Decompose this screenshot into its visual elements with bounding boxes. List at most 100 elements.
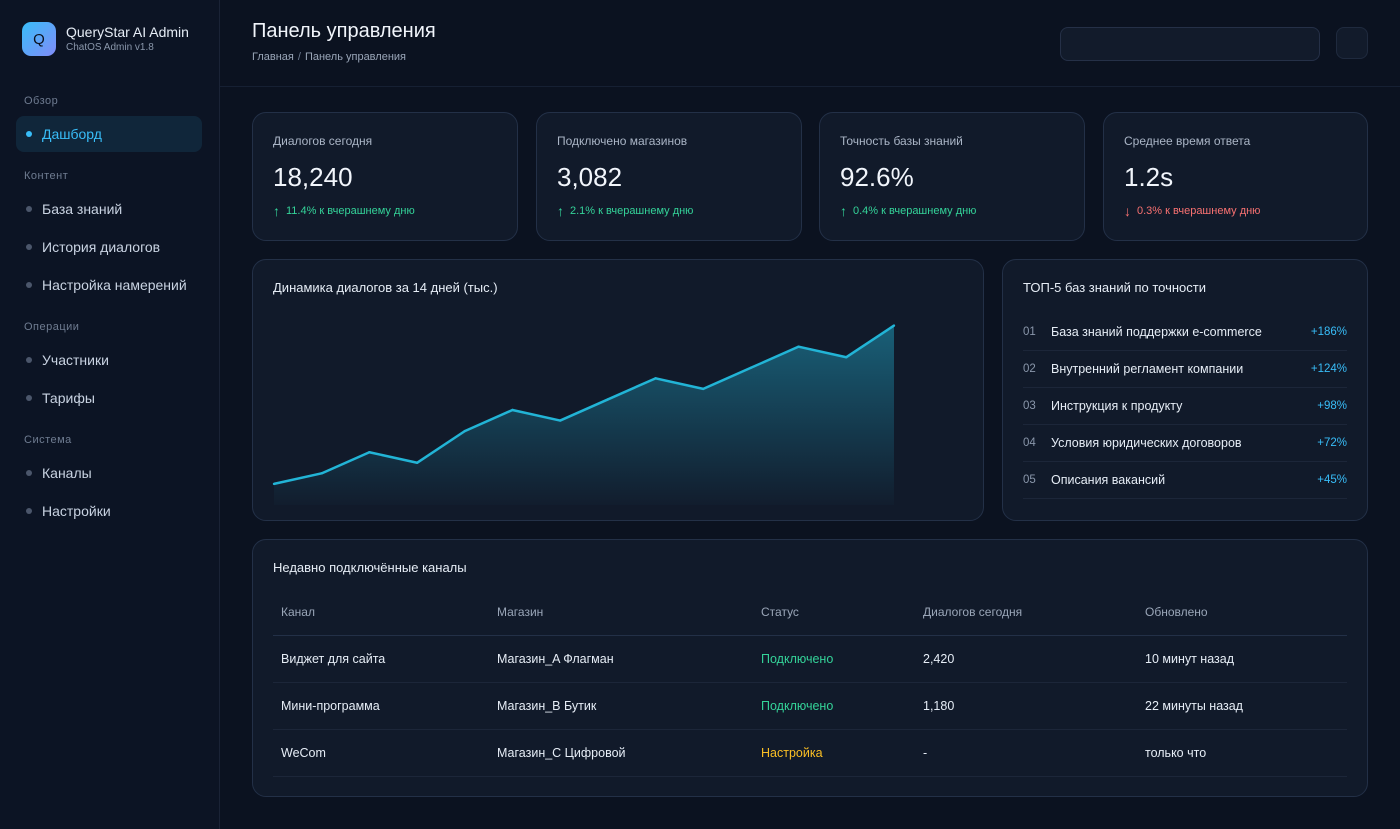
chart-series-line	[273, 324, 895, 486]
stat-value: 92.6%	[840, 162, 914, 192]
chart-point-2[interactable]	[320, 472, 323, 475]
stat-delta-text: 0.4% к вчерашнему дню	[853, 205, 977, 217]
app-subtitle: ChatOS Admin v1.8	[66, 42, 154, 53]
sidebar-item-knowledge-base[interactable]: База знаний	[16, 191, 202, 227]
sidebar-item-dialog-history[interactable]: История диалогов	[16, 229, 202, 265]
column-header[interactable]: Канал	[273, 590, 489, 636]
nav-section-operations: Операции	[24, 321, 80, 333]
sidebar-item-label: Настройка намерений	[42, 277, 187, 293]
kb-value: +98%	[1317, 400, 1347, 412]
bullet-icon	[26, 395, 32, 401]
store-cell: Магазин_A Флагман	[489, 635, 753, 683]
sidebar-item-label: База знаний	[42, 201, 123, 217]
bullet-icon	[26, 470, 32, 476]
status-badge: Настройка	[753, 729, 915, 777]
table-row[interactable]: Мини-программа Магазин_B Бутик Подключен…	[273, 682, 1347, 730]
chart-point-8[interactable]	[606, 398, 610, 401]
chart-point-10[interactable]	[702, 387, 705, 391]
stat-label: Подключено магазинов	[557, 134, 688, 148]
search-input[interactable]	[1060, 27, 1320, 61]
column-header[interactable]: Статус	[753, 590, 915, 636]
column-header[interactable]: Диалогов сегодня	[915, 590, 1137, 636]
chart-point-11[interactable]	[749, 366, 753, 369]
user-menu-button[interactable]	[1336, 27, 1368, 59]
nav-section-overview: Обзор	[24, 95, 59, 107]
chart-point-1[interactable]	[272, 482, 276, 486]
stat-label: Диалогов сегодня	[273, 134, 373, 148]
stat-value: 3,082	[557, 162, 623, 192]
stat-delta: ↑ 2.1% к вчерашнему дню	[557, 203, 693, 219]
header-divider	[220, 86, 1400, 87]
app-logo: Q	[22, 22, 56, 56]
chart-point-14[interactable]	[892, 324, 896, 327]
chart-point-13[interactable]	[845, 356, 848, 359]
top5-title: ТОП-5 баз знаний по точности	[1023, 280, 1207, 295]
sidebar-item-settings[interactable]: Настройки	[16, 493, 202, 529]
sidebar-item-plans[interactable]: Тарифы	[16, 380, 202, 416]
bullet-icon	[26, 357, 32, 363]
kb-value: +186%	[1310, 326, 1347, 338]
chart-point-9[interactable]	[654, 377, 657, 380]
rank: 01	[1023, 326, 1036, 338]
page-title: Панель управления	[252, 20, 436, 42]
stat-value: 18,240	[273, 162, 353, 192]
column-header[interactable]: Обновлено	[1137, 590, 1347, 636]
stat-delta-text: 11.4% к вчерашнему дню	[286, 205, 415, 217]
stat-value: 1.2s	[1124, 162, 1174, 192]
dialogs-cell: 2,420	[915, 635, 1137, 683]
arrow-up-icon: ↑	[557, 203, 564, 219]
list-item[interactable]: 02 Внутренний регламент компании +124%	[1023, 351, 1347, 388]
kb-name: Условия юридических договоров	[1051, 436, 1242, 450]
column-header[interactable]: Магазин	[489, 590, 753, 636]
status-badge: Подключено	[753, 682, 915, 730]
chart-point-7[interactable]	[558, 419, 562, 422]
top5-card: ТОП-5 баз знаний по точности 01 База зна…	[1002, 259, 1368, 521]
nav-section-content: Контент	[24, 170, 69, 182]
list-item[interactable]: 01 База знаний поддержки e-commerce +186…	[1023, 314, 1347, 351]
stat-label: Точность базы знаний	[840, 134, 963, 148]
bullet-icon	[26, 282, 32, 288]
chart-point-5[interactable]	[463, 429, 466, 433]
rank: 05	[1023, 474, 1036, 486]
kb-value: +72%	[1317, 437, 1347, 449]
arrow-up-icon: ↑	[840, 203, 847, 219]
chart-area-fill	[274, 325, 894, 505]
chart-point-12[interactable]	[797, 345, 800, 348]
breadcrumb-separator: /	[297, 51, 301, 63]
chart-point-6[interactable]	[511, 408, 514, 412]
stat-card-accuracy: Точность базы знаний 92.6% ↑ 0.4% к вчер…	[819, 112, 1085, 241]
updated-cell: только что	[1137, 729, 1347, 777]
kb-name: Инструкция к продукту	[1051, 399, 1183, 413]
app-title: QueryStar AI Admin	[66, 24, 189, 40]
status-badge: Подключено	[753, 635, 915, 683]
breadcrumb-current: Панель управления	[304, 51, 406, 63]
sidebar-item-label: Дашборд	[42, 126, 102, 142]
sidebar-item-intent-settings[interactable]: Настройка намерений	[16, 267, 202, 303]
list-item[interactable]: 05 Описания вакансий +45%	[1023, 462, 1347, 499]
sidebar-item-channels[interactable]: Каналы	[16, 455, 202, 491]
bullet-icon	[26, 131, 32, 137]
table-row[interactable]: WeCom Магазин_C Цифровой Настройка - тол…	[273, 729, 1347, 777]
table-row[interactable]: Виджет для сайта Магазин_A Флагман Подкл…	[273, 635, 1347, 683]
breadcrumb-home[interactable]: Главная	[252, 51, 294, 63]
kb-name: Внутренний регламент компании	[1051, 362, 1244, 376]
chart-point-3[interactable]	[368, 451, 371, 454]
brand-text: QueryStar AI Admin ChatOS Admin v1.8	[66, 23, 189, 55]
chart-point-4[interactable]	[415, 461, 419, 464]
arrow-up-icon: ↑	[273, 203, 280, 219]
sidebar: Q QueryStar AI Admin ChatOS Admin v1.8 О…	[0, 0, 220, 829]
updated-cell: 22 минуты назад	[1137, 682, 1347, 730]
sidebar-item-members[interactable]: Участники	[16, 342, 202, 378]
brand[interactable]: Q QueryStar AI Admin ChatOS Admin v1.8	[22, 22, 189, 56]
stat-card-response-time: Среднее время ответа 1.2s ↓ 0.3% к вчера…	[1103, 112, 1368, 241]
sidebar-item-label: Участники	[42, 352, 109, 368]
rank: 03	[1023, 400, 1036, 412]
stat-delta: ↓ 0.3% к вчерашнему дню	[1124, 203, 1260, 219]
sidebar-item-dashboard[interactable]: Дашборд	[16, 116, 202, 152]
list-item[interactable]: 03 Инструкция к продукту +98%	[1023, 388, 1347, 425]
dialogs-trend-chart	[272, 324, 896, 505]
list-item[interactable]: 04 Условия юридических договоров +72%	[1023, 425, 1347, 462]
sidebar-item-label: Тарифы	[42, 390, 95, 406]
channel-cell: Виджет для сайта	[273, 635, 489, 683]
dialogs-cell: -	[915, 729, 1137, 777]
